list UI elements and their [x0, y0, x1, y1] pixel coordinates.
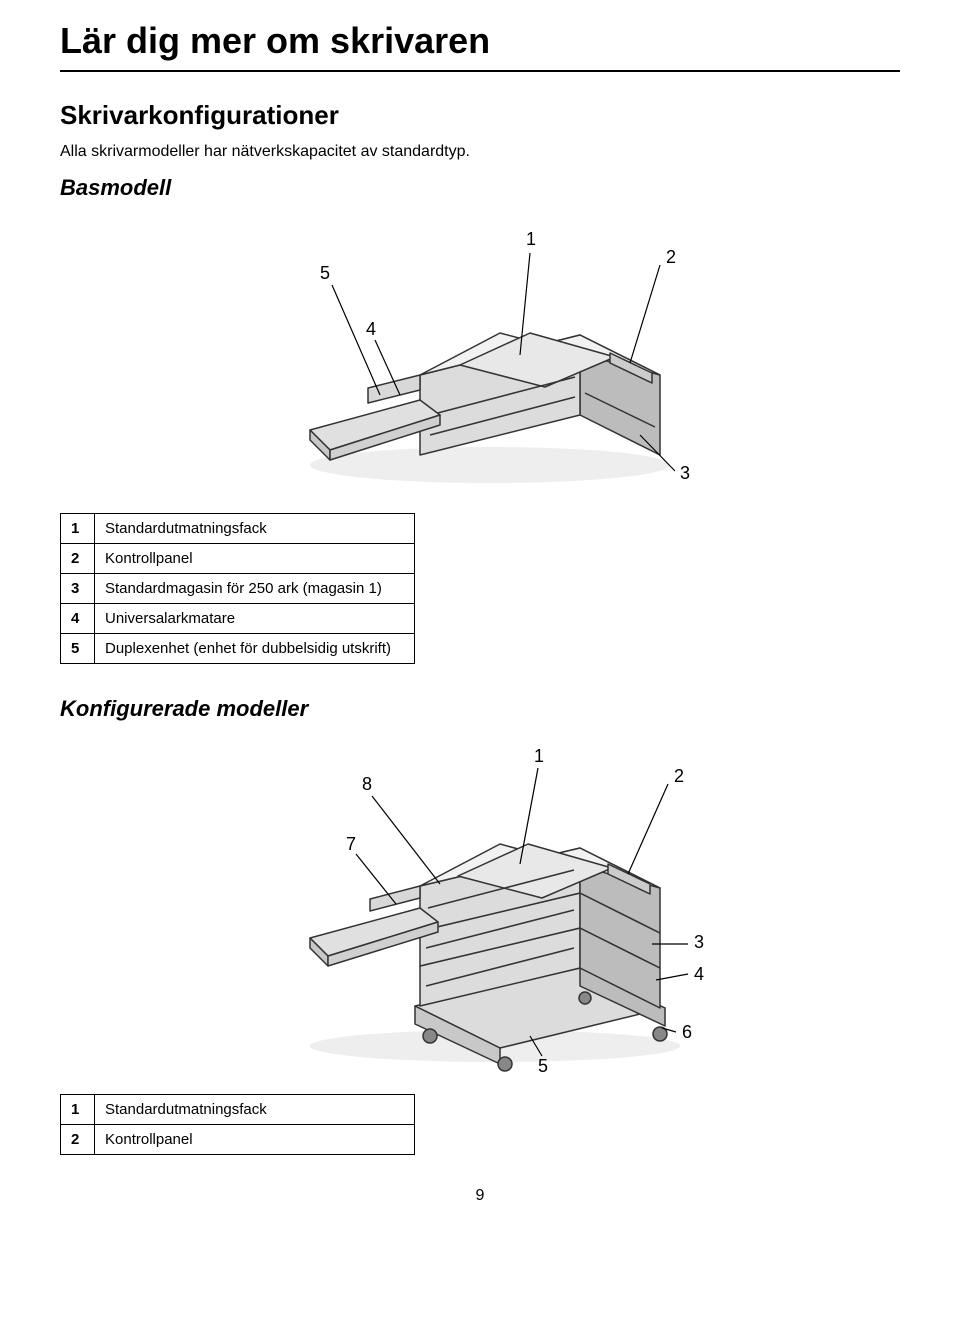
shadow	[310, 447, 670, 483]
row-num: 2	[61, 544, 95, 574]
table-row: 3 Standardmagasin för 250 ark (magasin 1…	[61, 574, 415, 604]
page-title: Lär dig mer om skrivaren	[60, 20, 900, 72]
row-label: Standardutmatningsfack	[95, 1095, 415, 1125]
callout-1: 1	[534, 746, 544, 766]
konfigurerade-table: 1 Standardutmatningsfack 2 Kontrollpanel	[60, 1094, 415, 1155]
page-number: 9	[60, 1187, 900, 1205]
row-num: 1	[61, 514, 95, 544]
callout-3: 3	[694, 932, 704, 952]
row-num: 2	[61, 1125, 95, 1155]
callout-6: 6	[682, 1022, 692, 1042]
row-label: Duplexenhet (enhet för dubbelsidig utskr…	[95, 634, 415, 664]
row-num: 1	[61, 1095, 95, 1125]
callout-8: 8	[362, 774, 372, 794]
row-label: Standardutmatningsfack	[95, 514, 415, 544]
intro-text: Alla skrivarmodeller har nätverkskapacit…	[60, 143, 900, 161]
table-row: 4 Universalarkmatare	[61, 604, 415, 634]
basmodell-heading: Basmodell	[60, 175, 900, 201]
row-num: 3	[61, 574, 95, 604]
callout-5: 5	[538, 1056, 548, 1076]
callout-1: 1	[526, 229, 536, 249]
row-num: 5	[61, 634, 95, 664]
row-label: Kontrollpanel	[95, 1125, 415, 1155]
callout-4: 4	[694, 964, 704, 984]
table-row: 1 Standardutmatningsfack	[61, 1095, 415, 1125]
callout-4: 4	[366, 319, 376, 339]
table-row: 5 Duplexenhet (enhet för dubbelsidig uts…	[61, 634, 415, 664]
printer-body	[310, 333, 660, 460]
konfigurerade-diagram: 1 2 3 4 5 6 7 8	[60, 736, 900, 1076]
printer-konfigurerade-svg: 1 2 3 4 5 6 7 8	[220, 736, 740, 1076]
konfigurerade-heading: Konfigurerade modeller	[60, 696, 900, 722]
row-label: Universalarkmatare	[95, 604, 415, 634]
callout-2: 2	[674, 766, 684, 786]
section-heading: Skrivarkonfigurationer	[60, 100, 900, 131]
table-row: 2 Kontrollpanel	[61, 1125, 415, 1155]
row-label: Kontrollpanel	[95, 544, 415, 574]
callout-2: 2	[666, 247, 676, 267]
callout-3: 3	[680, 463, 690, 483]
printer-basmodell-svg: 1 2 3 4 5	[220, 215, 740, 495]
row-num: 4	[61, 604, 95, 634]
row-label: Standardmagasin för 250 ark (magasin 1)	[95, 574, 415, 604]
table-row: 1 Standardutmatningsfack	[61, 514, 415, 544]
callout-7: 7	[346, 834, 356, 854]
table-row: 2 Kontrollpanel	[61, 544, 415, 574]
basmodell-table: 1 Standardutmatningsfack 2 Kontrollpanel…	[60, 513, 415, 664]
basmodell-diagram: 1 2 3 4 5	[60, 215, 900, 495]
callout-5: 5	[320, 263, 330, 283]
